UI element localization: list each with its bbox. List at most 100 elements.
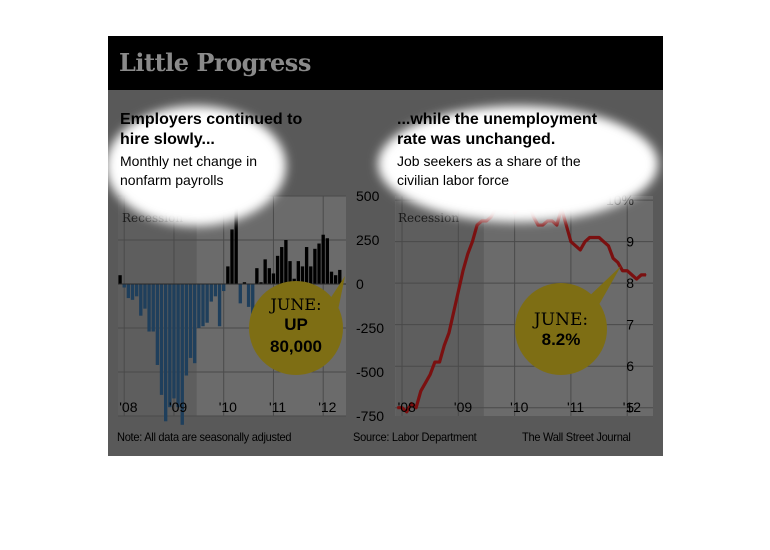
y-tick-label: 500 bbox=[356, 188, 380, 204]
bar bbox=[246, 284, 251, 307]
bar bbox=[338, 269, 342, 284]
data-point bbox=[584, 241, 586, 243]
headline-halo bbox=[378, 106, 658, 222]
bar bbox=[333, 275, 338, 284]
bar bbox=[201, 284, 205, 327]
data-point bbox=[467, 253, 469, 255]
bar bbox=[180, 284, 184, 425]
bar bbox=[184, 284, 189, 376]
data-point bbox=[453, 311, 455, 313]
data-point bbox=[607, 245, 610, 247]
callout-circle bbox=[515, 283, 607, 375]
chart-title-line: ...while the unemployment bbox=[397, 111, 598, 128]
x-tick-label: '08 bbox=[398, 399, 416, 415]
x-tick-label: '09 bbox=[169, 399, 187, 415]
callout-text: UP bbox=[284, 315, 308, 334]
bar bbox=[304, 247, 309, 284]
callout-text: 8.2% bbox=[542, 330, 581, 349]
bar bbox=[329, 271, 334, 284]
data-point bbox=[401, 407, 403, 409]
chart-subtitle-line: Monthly net change in bbox=[120, 153, 257, 169]
bar bbox=[226, 266, 230, 284]
bar bbox=[213, 284, 218, 297]
bar bbox=[188, 284, 193, 358]
bar bbox=[251, 284, 255, 314]
y-tick-label: 5 bbox=[626, 400, 634, 416]
x-tick-label: '08 bbox=[119, 399, 137, 415]
x-tick-label: '11 bbox=[269, 399, 286, 415]
y-tick-label: 7 bbox=[626, 317, 634, 333]
data-point bbox=[424, 382, 427, 384]
data-point bbox=[485, 220, 488, 222]
y-tick-label: -500 bbox=[356, 364, 384, 380]
bar bbox=[238, 284, 242, 304]
bar bbox=[259, 282, 263, 284]
x-tick-label: '10 bbox=[219, 399, 237, 415]
bar bbox=[255, 268, 259, 284]
bar bbox=[193, 284, 197, 364]
bar bbox=[147, 284, 151, 332]
data-point bbox=[476, 224, 478, 226]
chart-title: ...while the unemployment rate was unchan… bbox=[397, 111, 598, 148]
x-tick-label: '12 bbox=[318, 399, 336, 415]
data-point bbox=[626, 270, 628, 272]
data-point bbox=[410, 402, 413, 405]
bar bbox=[126, 284, 131, 299]
data-point bbox=[621, 270, 624, 272]
chart-title-line: rate was unchanged. bbox=[397, 131, 555, 148]
data-point bbox=[396, 407, 398, 409]
data-point bbox=[457, 290, 459, 293]
bar bbox=[267, 268, 271, 284]
bar bbox=[222, 284, 226, 292]
chart-title-line: hire slowly... bbox=[120, 131, 215, 148]
footer: Note: All data are seasonally adjusted S… bbox=[108, 430, 663, 452]
y-tick-label: 9 bbox=[626, 234, 634, 250]
data-point bbox=[556, 224, 558, 226]
footer-source: Source: Labor Department bbox=[353, 430, 477, 444]
chart-subtitle-line: nonfarm payrolls bbox=[120, 172, 224, 188]
data-point bbox=[406, 411, 408, 413]
bar bbox=[205, 284, 209, 323]
bar bbox=[242, 282, 247, 284]
bar bbox=[317, 243, 321, 284]
data-point bbox=[645, 274, 647, 276]
x-tick-label: '09 bbox=[454, 399, 472, 415]
y-tick-label: -250 bbox=[356, 320, 384, 336]
bar bbox=[313, 248, 317, 284]
data-point bbox=[579, 249, 581, 251]
data-point bbox=[542, 224, 544, 226]
bar bbox=[309, 266, 313, 284]
recession-band bbox=[395, 196, 484, 416]
data-point bbox=[448, 332, 450, 334]
data-point bbox=[593, 236, 595, 239]
bar bbox=[143, 284, 147, 309]
data-point bbox=[575, 245, 577, 247]
data-point bbox=[589, 236, 591, 239]
bar bbox=[164, 284, 168, 422]
callout-text: JUNE: bbox=[269, 295, 322, 314]
data-point bbox=[443, 344, 445, 347]
y-tick-label: 250 bbox=[356, 232, 380, 248]
x-tick-label: '11 bbox=[567, 399, 584, 415]
bar bbox=[288, 261, 292, 284]
chart-title-line: Employers continued to bbox=[120, 111, 302, 128]
y-tick-label: 6 bbox=[626, 358, 634, 374]
data-point bbox=[481, 220, 483, 222]
chart-subtitle-line: civilian labor force bbox=[397, 172, 509, 188]
bar bbox=[176, 284, 180, 408]
bar bbox=[280, 247, 284, 284]
data-point bbox=[570, 241, 572, 243]
data-point bbox=[434, 361, 436, 363]
bar bbox=[168, 284, 172, 408]
chart-subtitle: Job seekers as a share of the civilian la… bbox=[397, 153, 581, 188]
data-point bbox=[438, 361, 441, 363]
data-point bbox=[429, 373, 431, 376]
data-point bbox=[612, 257, 614, 259]
data-point bbox=[617, 261, 619, 264]
bar bbox=[271, 273, 276, 284]
bar bbox=[284, 240, 288, 284]
data-point bbox=[415, 407, 417, 409]
y-tick-label: -750 bbox=[356, 408, 384, 424]
data-point bbox=[640, 274, 642, 276]
data-point bbox=[631, 274, 633, 276]
